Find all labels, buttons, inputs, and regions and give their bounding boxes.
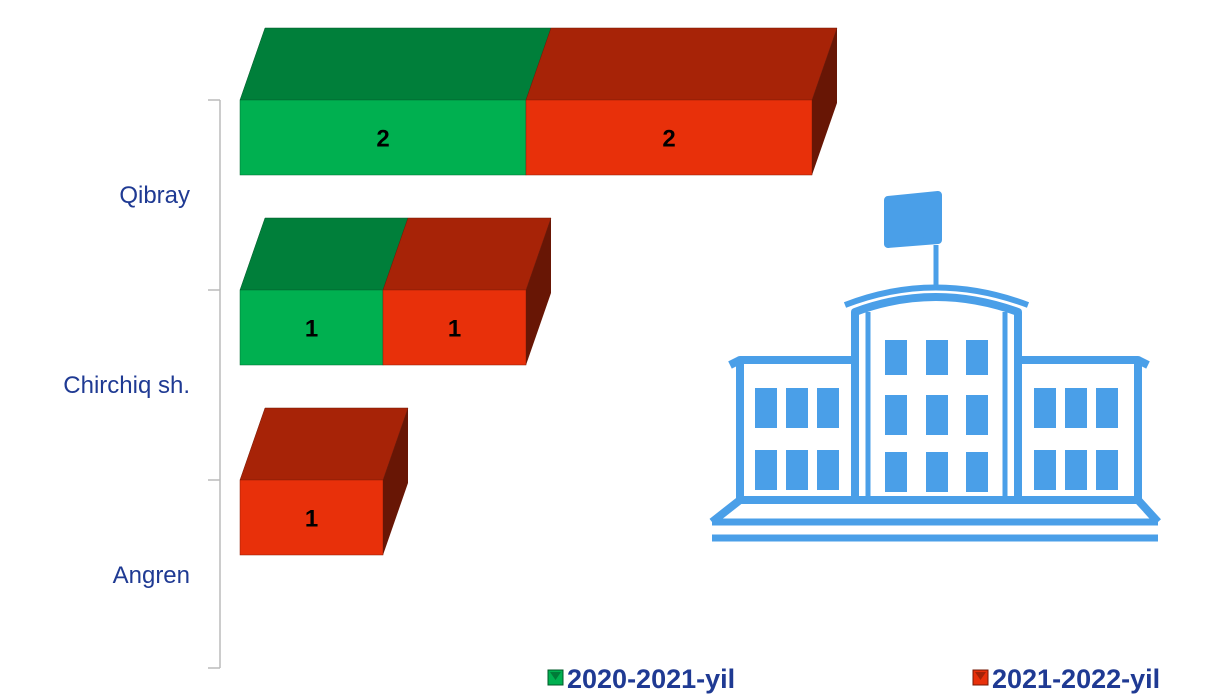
legend-swatch-shade bbox=[550, 672, 561, 680]
bar bbox=[239, 479, 384, 556]
data-label: 2 bbox=[662, 126, 675, 153]
bar-top bbox=[525, 27, 838, 101]
bar-side bbox=[526, 218, 551, 365]
legend-label: 2020-2021-yil bbox=[567, 664, 735, 694]
bar bbox=[525, 99, 813, 176]
category-label: Angren bbox=[113, 562, 190, 589]
legend-swatch-shade bbox=[975, 672, 986, 680]
category-label: Chirchiq sh. bbox=[63, 372, 190, 399]
bar-top bbox=[382, 217, 552, 291]
bar-side bbox=[383, 408, 408, 555]
building-icon bbox=[709, 191, 1161, 542]
category-label: Qibray bbox=[119, 182, 190, 209]
bar-side bbox=[812, 28, 837, 175]
legend-label: 2021-2022-yil bbox=[992, 664, 1160, 694]
bar-top bbox=[239, 27, 552, 101]
category-axis bbox=[208, 99, 221, 669]
bar-top bbox=[239, 407, 409, 481]
data-label: 1 bbox=[305, 506, 318, 533]
bar-top bbox=[239, 217, 409, 291]
bar bbox=[239, 99, 527, 176]
data-label: 1 bbox=[305, 316, 318, 343]
bar bbox=[239, 289, 384, 366]
data-label: 1 bbox=[448, 316, 461, 343]
bar bbox=[382, 289, 527, 366]
data-label: 2 bbox=[376, 126, 389, 153]
